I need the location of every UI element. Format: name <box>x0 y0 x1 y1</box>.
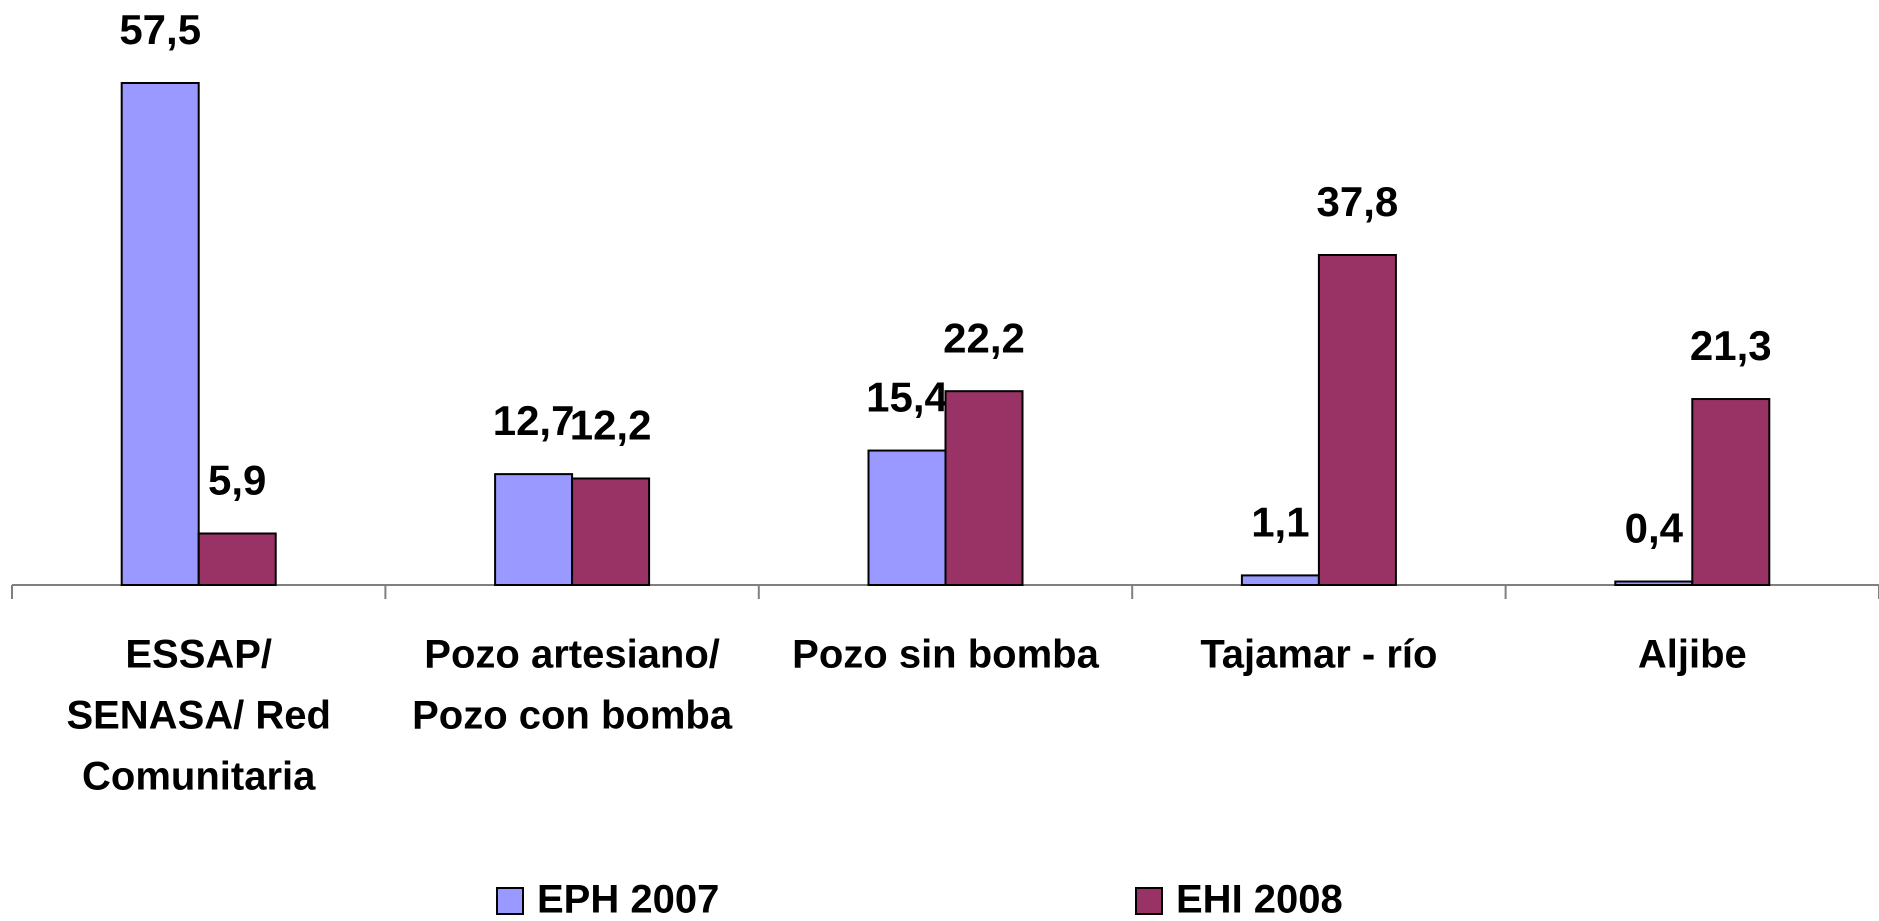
value-label: 15,4 <box>866 374 948 421</box>
x-tick-label: SENASA/ Red <box>66 694 331 738</box>
value-label: 57,5 <box>119 6 201 53</box>
x-tick-label: Pozo artesiano/ <box>424 633 720 677</box>
x-tick-label: ESSAP/ <box>125 633 272 677</box>
bar <box>1614 580 1694 586</box>
bar <box>1317 253 1397 586</box>
bar <box>1691 398 1771 587</box>
value-label: 21,3 <box>1690 322 1772 369</box>
bar <box>197 532 277 586</box>
bar <box>571 477 651 587</box>
bar <box>944 390 1024 587</box>
bar <box>1240 574 1320 587</box>
value-label: 0,4 <box>1625 505 1684 552</box>
value-label: 5,9 <box>208 457 266 504</box>
x-tick-label: Aljibe <box>1638 633 1747 677</box>
x-tick-label: Comunitaria <box>82 755 316 799</box>
value-label: 1,1 <box>1251 498 1309 545</box>
value-label: 12,2 <box>570 402 652 449</box>
value-label: 37,8 <box>1317 178 1399 225</box>
legend-label: EPH 2007 <box>537 878 719 921</box>
legend-swatch <box>496 887 524 915</box>
value-label: 12,7 <box>493 397 575 444</box>
legend-label: EHI 2008 <box>1176 878 1343 921</box>
bar <box>867 449 947 586</box>
bar <box>494 473 574 586</box>
legend-swatch <box>1135 887 1163 915</box>
x-tick-label: Pozo con bomba <box>412 694 733 738</box>
value-label: 22,2 <box>943 314 1025 361</box>
bar <box>120 82 200 586</box>
x-tick-label: Tajamar - río <box>1200 633 1437 677</box>
x-tick-label: Pozo sin bomba <box>792 633 1099 677</box>
